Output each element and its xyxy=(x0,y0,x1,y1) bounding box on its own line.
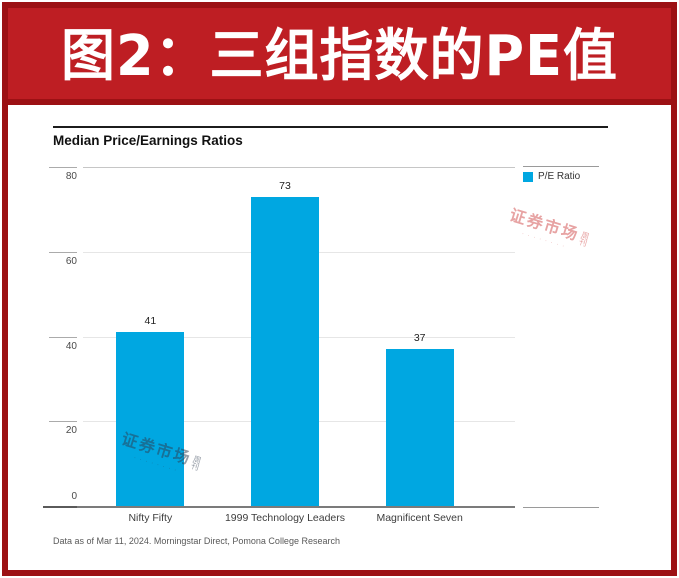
y-tick-label-20: 20 xyxy=(65,425,77,437)
bar-nifty-fifty xyxy=(116,332,185,506)
y-tick-label-0: 0 xyxy=(71,491,77,502)
y-tick-label-60: 60 xyxy=(65,255,77,267)
legend-label: P/E Ratio xyxy=(538,171,581,182)
bar-value-1999-technology-leaders: 73 xyxy=(279,179,291,192)
category-label-nifty-fifty: Nifty Fifty xyxy=(128,512,173,524)
y-tick-20 xyxy=(49,421,77,423)
y-tick-label-80: 80 xyxy=(65,171,77,182)
bar-1999-technology-leaders xyxy=(251,196,319,506)
category-label-magnificent-seven: Magnificent Seven xyxy=(376,512,463,524)
y-tick-label-40: 40 xyxy=(65,340,77,352)
gridline-80 xyxy=(83,167,515,168)
title-top-rule xyxy=(53,126,608,128)
x-axis-extension xyxy=(523,507,599,508)
legend-color-swatch xyxy=(523,171,533,182)
bar-value-magnificent-seven: 37 xyxy=(413,332,426,345)
x-axis-line xyxy=(77,506,515,508)
bar-value-nifty-fifty: 41 xyxy=(144,315,157,328)
figure-title: 图2：三组指数的PE值 xyxy=(60,22,619,89)
category-label-1999-technology-leaders: 1999 Technology Leaders xyxy=(224,512,346,524)
bar-magnificent-seven xyxy=(385,349,454,506)
legend-divider xyxy=(523,166,599,167)
source-footnote: Data as of Mar 11, 2024. Morningstar Dir… xyxy=(53,536,340,546)
y-tick-0 xyxy=(43,506,77,508)
header-banner: 图2：三组指数的PE值 xyxy=(2,2,677,105)
chart-title: Median Price/Earnings Ratios xyxy=(53,133,243,148)
y-tick-60 xyxy=(49,251,77,253)
y-tick-40 xyxy=(49,336,77,338)
legend: P/E Ratio xyxy=(523,171,580,182)
y-tick-80 xyxy=(49,167,77,168)
